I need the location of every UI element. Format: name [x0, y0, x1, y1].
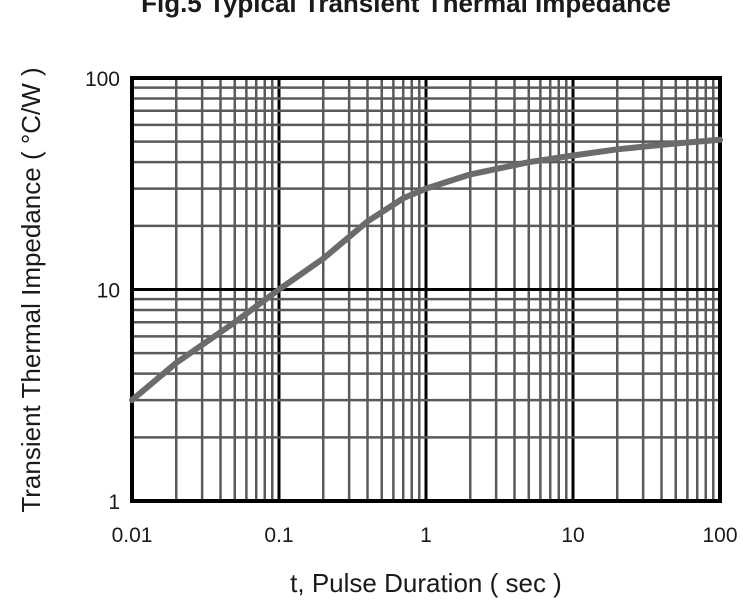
series-layer [129, 136, 723, 404]
x-tick-label: 100 [702, 524, 737, 547]
x-tick-label: 0.01 [112, 524, 153, 547]
x-tick-labels: 0.01 0.1 1 10 100 [112, 524, 738, 547]
y-tick-labels: 1 10 100 [85, 68, 120, 514]
chart-title: Fig.5 Typical Transient Thermal Impedanc… [141, 0, 671, 18]
grid [130, 78, 720, 503]
y-tick-label: 10 [97, 280, 120, 303]
x-tick-label: 10 [561, 524, 584, 547]
x-tick-label: 0.1 [264, 524, 293, 547]
x-tick-label: 1 [420, 524, 432, 547]
y-tick-label: 1 [108, 491, 120, 514]
y-axis-label: Transient Thermal Impedance ( °C/W ) [16, 67, 46, 512]
series-line [129, 136, 723, 404]
x-axis-label: t, Pulse Duration ( sec ) [290, 568, 562, 598]
y-tick-label: 100 [85, 68, 120, 91]
plot-frame [130, 76, 722, 503]
